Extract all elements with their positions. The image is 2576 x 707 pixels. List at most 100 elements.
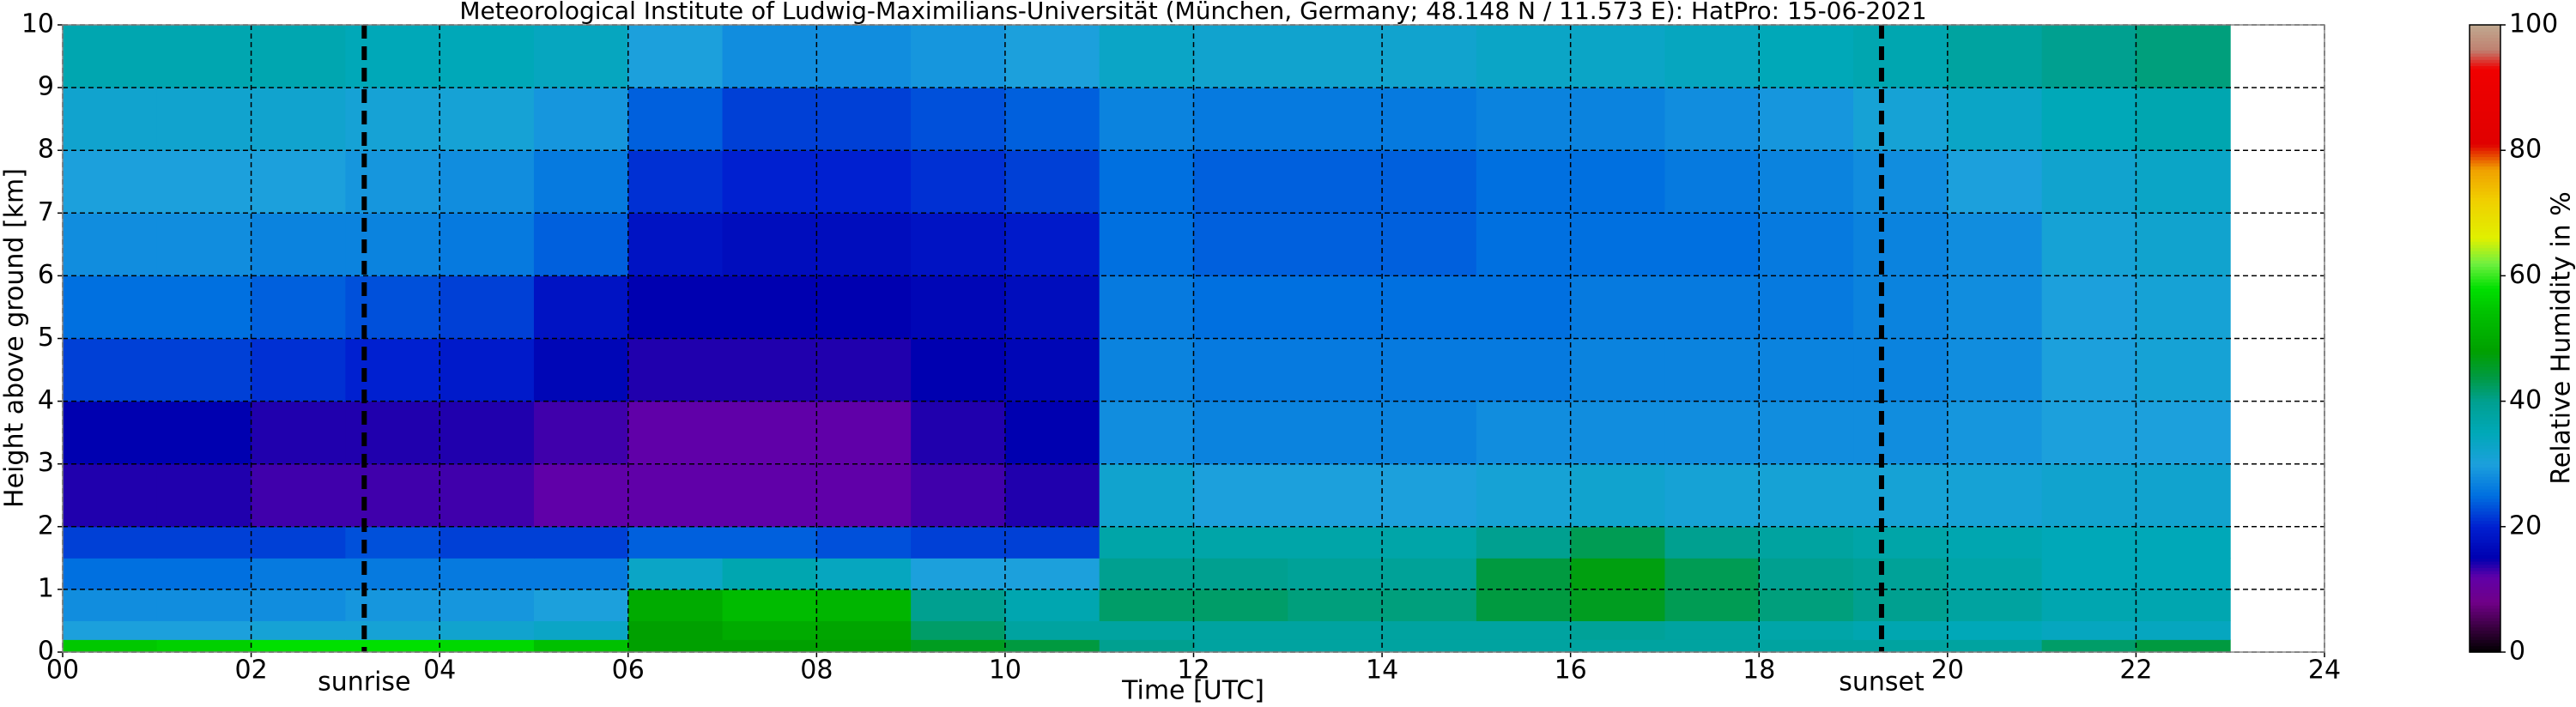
heatmap-cell [345, 639, 440, 653]
heatmap-cell [1193, 275, 1288, 339]
colorbar-segment [2470, 492, 2500, 496]
colorbar-segment [2470, 448, 2500, 452]
x-tick-label: 14 [1366, 656, 1398, 686]
heatmap-cell [1476, 25, 1572, 88]
heatmap-cell [1288, 213, 1383, 276]
colorbar-segment [2470, 397, 2500, 402]
heatmap-cell [439, 213, 535, 276]
heatmap-cell [1476, 526, 1572, 559]
heatmap-cell [1476, 620, 1572, 640]
colorbar-segment [2470, 203, 2500, 208]
colorbar-segment [2470, 69, 2500, 73]
y-axis-label: Height above ground [km] [0, 168, 30, 508]
heatmap-cell [251, 463, 346, 528]
heatmap-cell [1664, 338, 1760, 402]
colorbar-tick-label: 60 [2509, 260, 2542, 290]
colorbar-segment [2470, 88, 2500, 92]
colorbar-segment [2470, 316, 2500, 321]
heatmap-cell [1004, 213, 1100, 276]
heatmap-cell [1570, 639, 1665, 653]
colorbar-segment [2470, 175, 2500, 179]
heatmap-cell [1759, 639, 1854, 653]
colorbar-segment [2470, 33, 2500, 39]
x-axis-label: Time [UTC] [1121, 676, 1264, 706]
colorbar-segment [2470, 31, 2500, 35]
colorbar-segment [2470, 206, 2500, 211]
colorbar-segment [2470, 586, 2500, 590]
heatmap-cell [627, 526, 724, 559]
heatmap-cell [533, 338, 629, 402]
colorbar-segment [2470, 639, 2500, 644]
heatmap-cell [1193, 558, 1288, 590]
heatmap-cell [1004, 589, 1100, 621]
colorbar-segment [2470, 332, 2500, 336]
colorbar-segment [2470, 548, 2500, 553]
heatmap-cell [911, 639, 1006, 653]
colorbar-segment [2470, 134, 2500, 139]
heatmap-cell [63, 275, 158, 339]
heatmap-cell [345, 401, 440, 465]
colorbar-segment [2470, 209, 2500, 214]
y-tick-label: 4 [38, 385, 54, 415]
heatmap-cell [2136, 213, 2231, 276]
heatmap-cell [251, 88, 346, 151]
heatmap-cell [1664, 25, 1760, 88]
colorbar-segment [2470, 617, 2500, 622]
y-tick-label: 5 [38, 323, 54, 353]
heatmap-cell [1288, 589, 1383, 621]
heatmap-cell [533, 463, 629, 528]
colorbar-segment [2470, 232, 2500, 236]
colorbar-segment [2470, 407, 2500, 412]
heatmap-cell [1759, 275, 1854, 339]
colorbar-segment [2470, 454, 2500, 458]
heatmap-cell [722, 526, 817, 559]
heatmap-cell [816, 25, 912, 88]
colorbar-segment [2470, 630, 2500, 634]
heatmap-cell [439, 88, 535, 151]
heatmap-cell [1476, 150, 1572, 214]
heatmap-cell [63, 338, 158, 402]
colorbar-segment [2470, 372, 2500, 377]
colorbar-segment [2470, 420, 2500, 424]
heatmap-cell [63, 401, 158, 465]
colorbar-segment [2470, 347, 2500, 352]
heatmap-cell [156, 275, 252, 339]
colorbar-segment [2470, 382, 2500, 386]
y-tick-label: 3 [38, 448, 54, 478]
x-tick-label: 06 [612, 656, 645, 686]
colorbar-segment [2470, 467, 2500, 471]
heatmap-cell [156, 25, 252, 88]
colorbar-segment [2470, 137, 2500, 142]
heatmap-cell [1288, 401, 1383, 465]
heatmap-cell [1382, 88, 1477, 151]
heatmap-cell [533, 213, 629, 276]
heatmap-cell [2136, 620, 2231, 640]
colorbar-segment [2470, 52, 2500, 57]
colorbar-segment [2470, 391, 2500, 396]
heatmap-cell [1004, 526, 1100, 559]
colorbar-segment [2470, 529, 2500, 534]
heatmap-cell [1382, 275, 1477, 339]
heatmap-cell [439, 150, 535, 214]
colorbar-segment [2470, 379, 2500, 384]
colorbar-segment [2470, 266, 2500, 270]
heatmap-cell [2041, 88, 2137, 151]
heatmap-cell [1099, 589, 1194, 621]
colorbar-segment [2470, 645, 2500, 650]
heatmap-cell [1099, 338, 1194, 402]
heatmap-cell [1570, 275, 1665, 339]
colorbar-segment [2470, 470, 2500, 474]
heatmap-cell [439, 526, 535, 559]
colorbar-segment [2470, 473, 2500, 477]
heatmap-cell [156, 338, 252, 402]
heatmap-cell [439, 589, 535, 621]
colorbar-segment [2470, 511, 2500, 515]
heatmap-cell [2136, 401, 2231, 465]
colorbar-segment [2470, 294, 2500, 299]
heatmap-cell [1193, 620, 1288, 640]
heatmap-cell [1664, 88, 1760, 151]
colorbar-segment [2470, 269, 2500, 274]
heatmap-cell [251, 620, 346, 640]
colorbar-segment [2470, 545, 2500, 549]
colorbar-segment [2470, 162, 2500, 167]
